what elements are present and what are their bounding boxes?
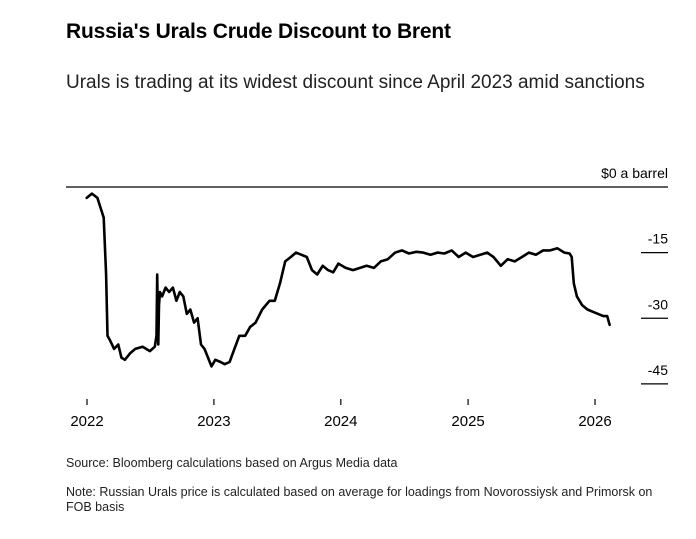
line-chart: $0 a barrel-15-30-45 2022 2023 2024 2025 202… bbox=[66, 165, 668, 430]
y-tick-label: -30 bbox=[648, 296, 668, 312]
methodology-note: Note: Russian Urals price is calculated … bbox=[66, 485, 653, 514]
y-tick-label: -15 bbox=[648, 231, 668, 247]
chart-title: Russia's Urals Crude Discount to Brent bbox=[66, 20, 451, 43]
x-tick-label: 2025 bbox=[451, 413, 484, 430]
series-line-0 bbox=[85, 192, 611, 368]
y-tick-label: -45 bbox=[648, 362, 668, 378]
x-tick-label: 2024 bbox=[324, 413, 357, 430]
source-note: Source: Bloomberg calculations based on … bbox=[66, 456, 398, 470]
x-tick-label: 2023 bbox=[197, 413, 230, 430]
x-axis: 2022 2023 2024 2025 2026 bbox=[70, 399, 612, 430]
y-axis: $0 a barrel -15 -30 -45 bbox=[66, 165, 668, 385]
x-tick-label: 2026 bbox=[578, 413, 611, 430]
x-tick-label: 2022 bbox=[70, 413, 103, 430]
series-group bbox=[85, 192, 611, 368]
y-tick-label: $0 a barrel bbox=[601, 165, 668, 181]
chart-subtitle: Urals is trading at its widest discount … bbox=[66, 72, 645, 93]
